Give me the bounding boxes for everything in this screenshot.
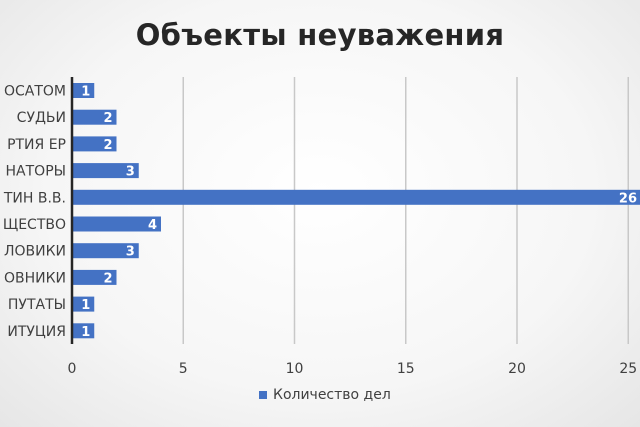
data-label: 1 — [81, 325, 90, 340]
legend-label: Количество дел — [273, 387, 391, 403]
category-label: ОСАТОМ — [4, 84, 66, 100]
bar — [72, 216, 161, 232]
x-tick-label: 20 — [508, 361, 526, 377]
category-label: НАТОРЫ — [6, 164, 66, 180]
bar — [72, 109, 117, 125]
x-tick-label: 15 — [397, 361, 415, 377]
data-label: 2 — [103, 111, 112, 126]
bar — [72, 296, 95, 312]
data-label: 2 — [103, 271, 112, 286]
category-label: СУДЬИ — [17, 110, 66, 126]
data-label: 3 — [126, 165, 135, 180]
bar — [72, 269, 117, 285]
x-tick-label: 5 — [179, 361, 188, 377]
x-tick-label: 10 — [286, 361, 304, 377]
data-label: 1 — [81, 298, 90, 313]
data-label: 4 — [148, 218, 157, 233]
category-label: ИТУЦИЯ — [7, 324, 66, 340]
legend-swatch — [259, 391, 267, 399]
legend: Количество дел — [259, 387, 391, 403]
data-label: 1 — [81, 85, 90, 100]
category-label: ТИН В.В. — [3, 190, 66, 206]
bar — [72, 136, 117, 152]
data-label: 2 — [103, 138, 112, 153]
bar — [72, 189, 640, 205]
category-label: ЛОВИКИ — [4, 244, 66, 260]
data-label: 26 — [619, 191, 637, 206]
x-tick-label: 25 — [619, 361, 637, 377]
category-label: РТИЯ ЕР — [7, 137, 66, 153]
bar — [72, 243, 139, 259]
bar — [72, 323, 95, 339]
category-label: ЩЕСТВО — [3, 217, 66, 233]
category-label: ОВНИКИ — [4, 270, 66, 286]
x-tick-label: 0 — [68, 361, 77, 377]
chart-title: Объекты неуважения — [135, 18, 505, 52]
bar — [72, 163, 139, 179]
category-label: ПУТАТЫ — [8, 297, 66, 313]
bar — [72, 83, 95, 98]
data-label: 3 — [126, 245, 135, 260]
